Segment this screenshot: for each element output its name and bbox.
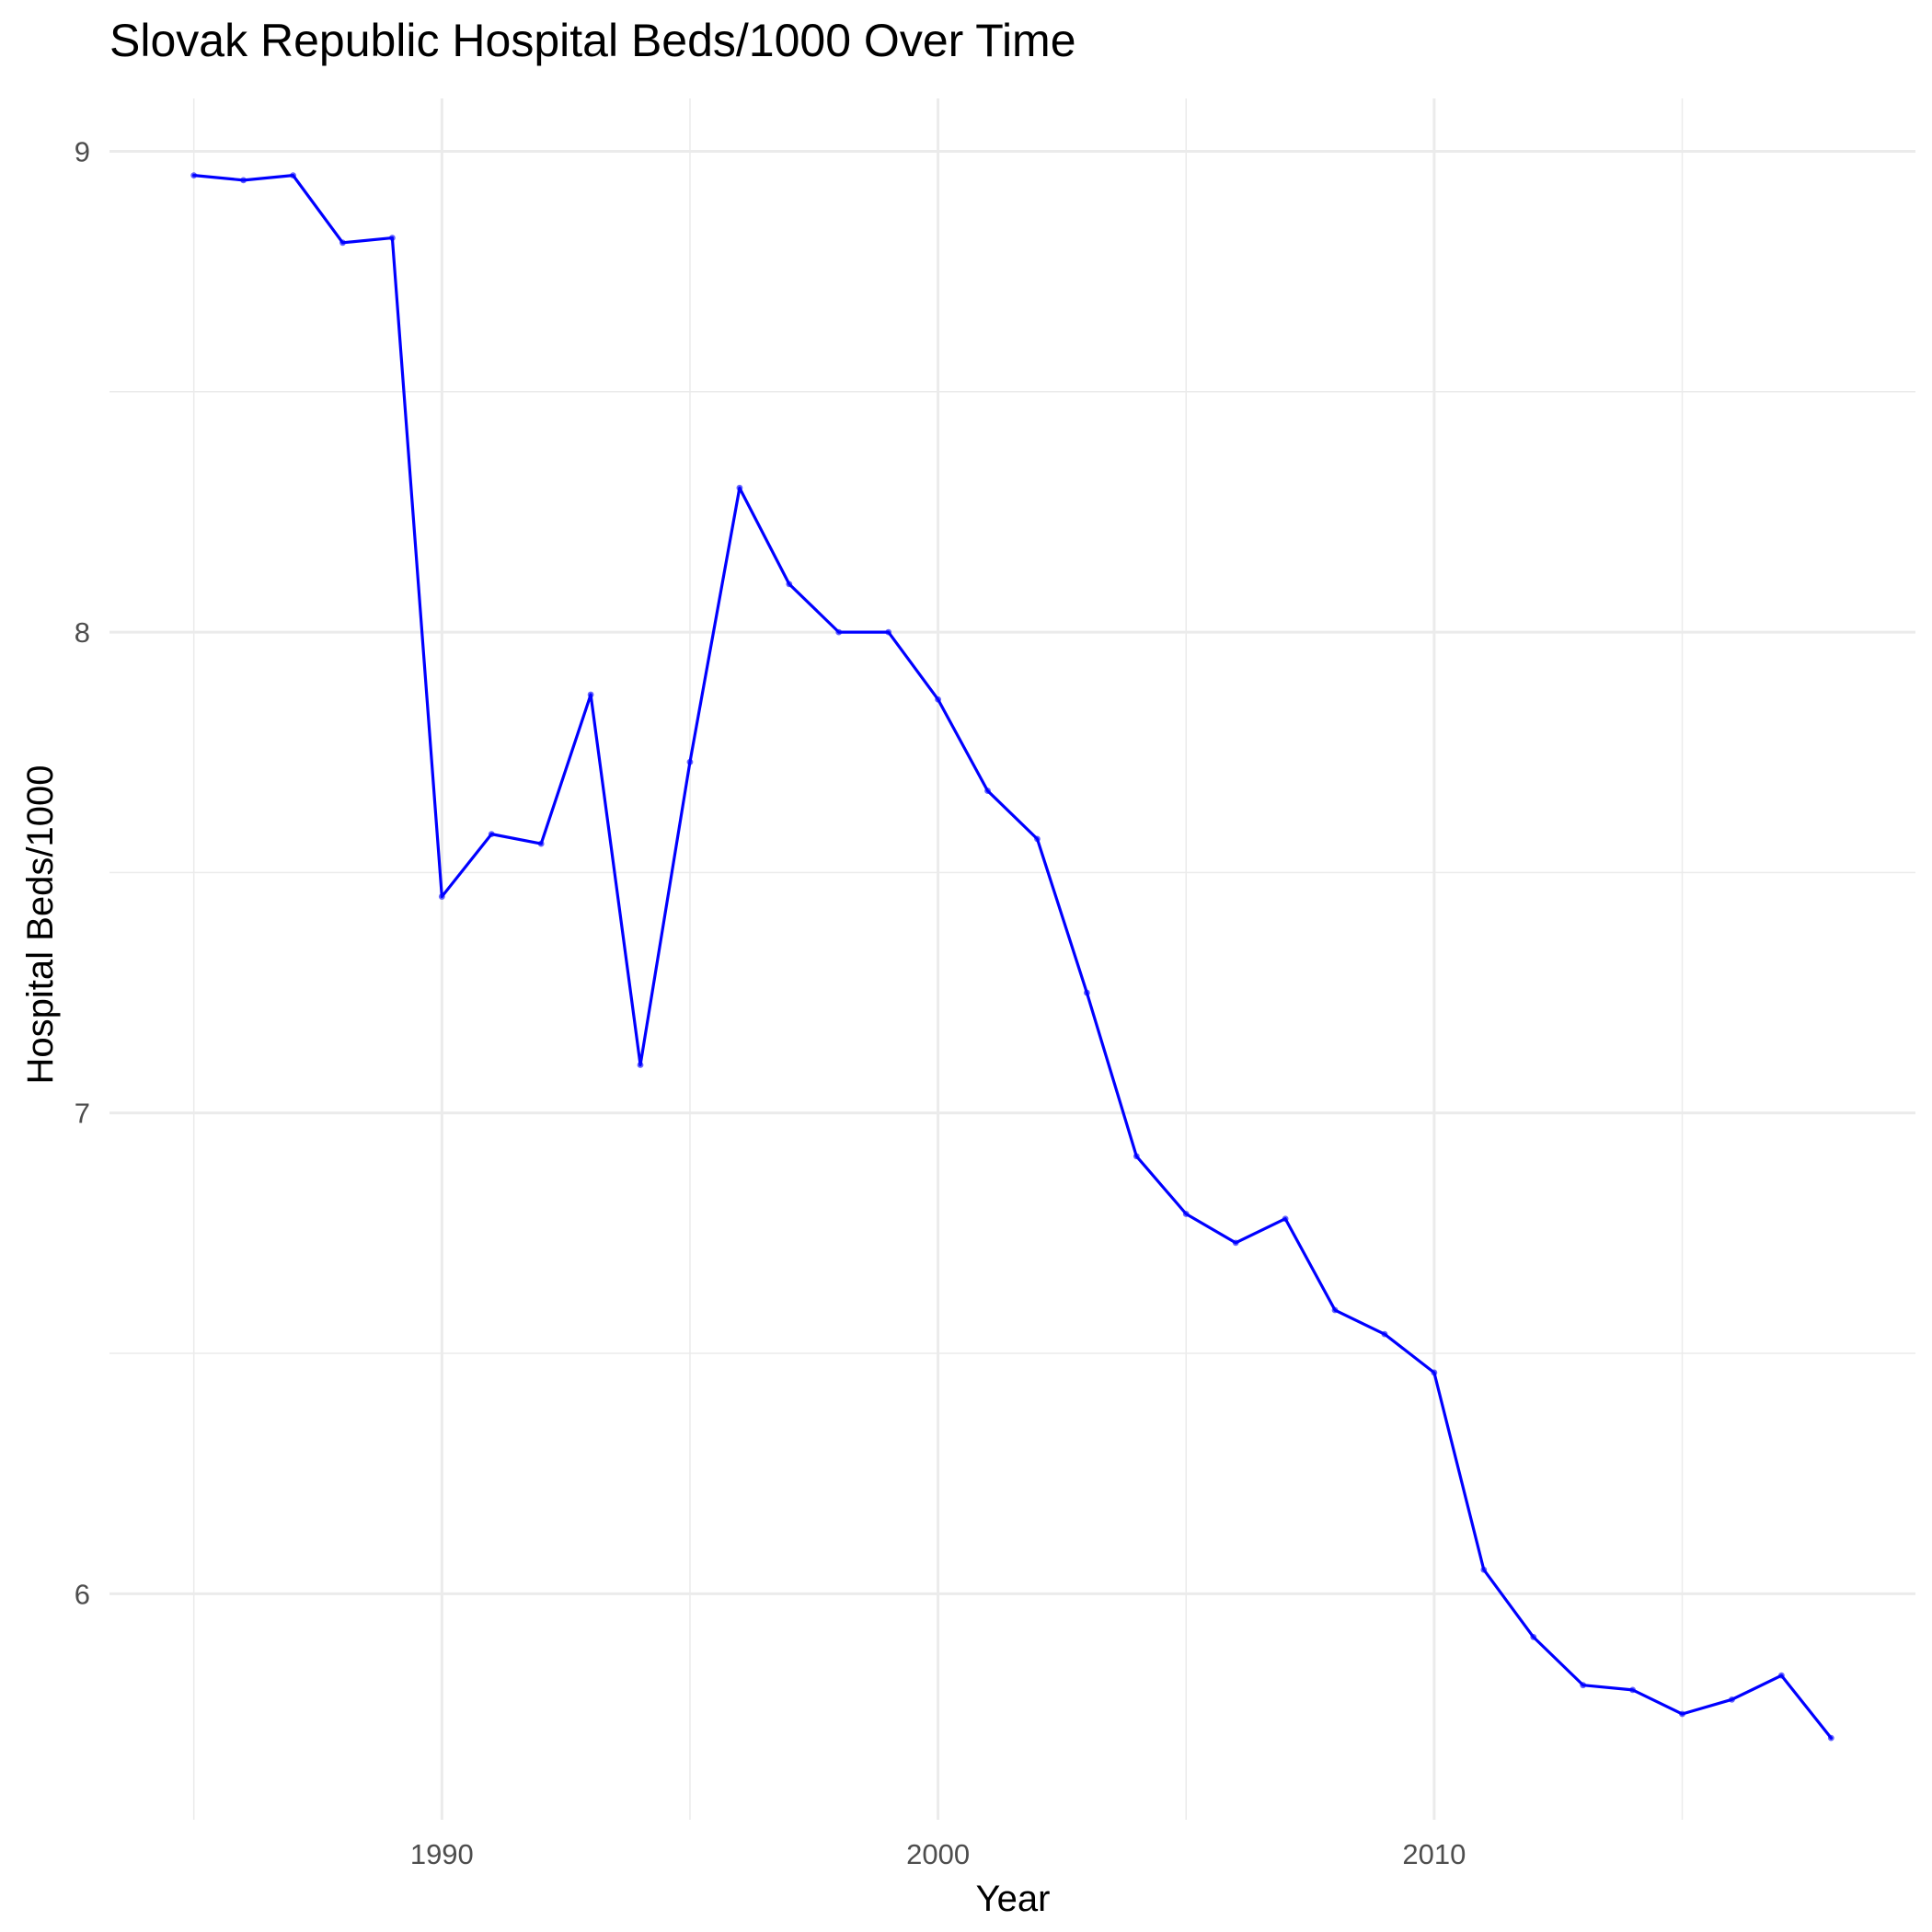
x-tick-label: 2010 bbox=[1402, 1838, 1466, 1870]
data-point bbox=[984, 788, 991, 794]
data-point bbox=[1827, 1734, 1834, 1742]
data-point bbox=[388, 235, 396, 241]
data-point bbox=[786, 581, 793, 588]
data-point bbox=[1133, 1153, 1140, 1160]
data-point bbox=[537, 840, 545, 847]
y-axis-title: Hospital Beds/1000 bbox=[20, 765, 61, 1085]
data-point bbox=[190, 172, 198, 179]
data-point bbox=[1580, 1682, 1587, 1689]
y-tick-label: 8 bbox=[75, 616, 90, 649]
x-tick-label: 1990 bbox=[410, 1838, 474, 1870]
data-point bbox=[885, 628, 892, 636]
data-point bbox=[1480, 1566, 1488, 1573]
data-point bbox=[1777, 1672, 1785, 1679]
series-line bbox=[192, 174, 1833, 1740]
y-tick-label: 9 bbox=[75, 135, 90, 167]
data-point bbox=[1530, 1634, 1537, 1640]
data-point bbox=[1034, 835, 1041, 843]
data-point bbox=[1729, 1696, 1735, 1703]
data-point bbox=[1182, 1211, 1190, 1217]
y-tick-label: 6 bbox=[75, 1578, 90, 1610]
data-point bbox=[488, 831, 495, 838]
x-tick-label: 2000 bbox=[906, 1838, 970, 1870]
data-point bbox=[736, 484, 743, 491]
data-point bbox=[835, 628, 843, 636]
x-axis-title: Year bbox=[976, 1879, 1051, 1919]
data-point bbox=[438, 893, 445, 900]
y-axis-ticks: 6 7 8 9 bbox=[75, 135, 90, 1610]
grid bbox=[109, 98, 1915, 1820]
data-point bbox=[686, 758, 694, 765]
data-point bbox=[1431, 1369, 1438, 1376]
x-axis-ticks: 1990 2000 2010 bbox=[410, 1838, 1466, 1870]
series bbox=[190, 172, 1834, 1742]
data-point bbox=[935, 696, 942, 703]
data-point bbox=[290, 172, 296, 179]
data-point bbox=[1282, 1215, 1289, 1223]
data-point bbox=[1629, 1686, 1637, 1694]
y-tick-label: 7 bbox=[75, 1098, 90, 1130]
data-point bbox=[637, 1062, 644, 1068]
data-point bbox=[587, 691, 594, 698]
data-point bbox=[339, 239, 346, 247]
chart-title: Slovak Republic Hospital Beds/1000 Over … bbox=[109, 15, 1076, 66]
data-point bbox=[1232, 1239, 1239, 1247]
data-point bbox=[1083, 989, 1090, 996]
data-point bbox=[1679, 1710, 1685, 1718]
data-point bbox=[1381, 1330, 1388, 1338]
data-point bbox=[240, 177, 247, 184]
data-point bbox=[1331, 1306, 1339, 1314]
